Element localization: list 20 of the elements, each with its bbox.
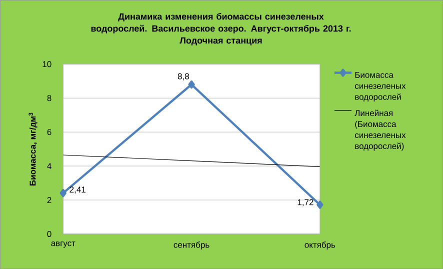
chart-title: Динамика изменения биомассы синезеленых водорослей. Васильевское озеро. Август-октябрь 2013 г. xyxy=(91,12,351,34)
x-tick-label: сентябрь xyxy=(174,241,210,250)
point xyxy=(60,188,66,198)
y-axis-title: Биомасса, мг/дм$^{3}$ xyxy=(28,112,38,186)
legend-label: Линейная (Биомасса синезеленых водорослей) xyxy=(354,110,406,151)
y-tick-label: 6 xyxy=(47,129,52,136)
x-tick-label: октябрь xyxy=(304,241,336,250)
chart-subtitle: Лодочная станция xyxy=(180,37,262,46)
y-tick-label: 10 xyxy=(42,61,52,68)
y-tick-label: 0 xyxy=(47,230,52,237)
legend-label: Биомасса синезеленых водорослей xyxy=(354,72,406,102)
y-tick-label: 8 xyxy=(47,95,52,102)
point xyxy=(316,200,324,209)
x-tick-label: август xyxy=(51,241,76,248)
y-tick-label: 4 xyxy=(47,163,52,169)
data-label: 1,72 xyxy=(298,199,314,206)
point xyxy=(188,80,195,89)
data-label: 8,8 xyxy=(178,73,189,80)
data-label: 2,41 xyxy=(70,186,86,194)
y-tick-label: 2 xyxy=(47,196,52,203)
